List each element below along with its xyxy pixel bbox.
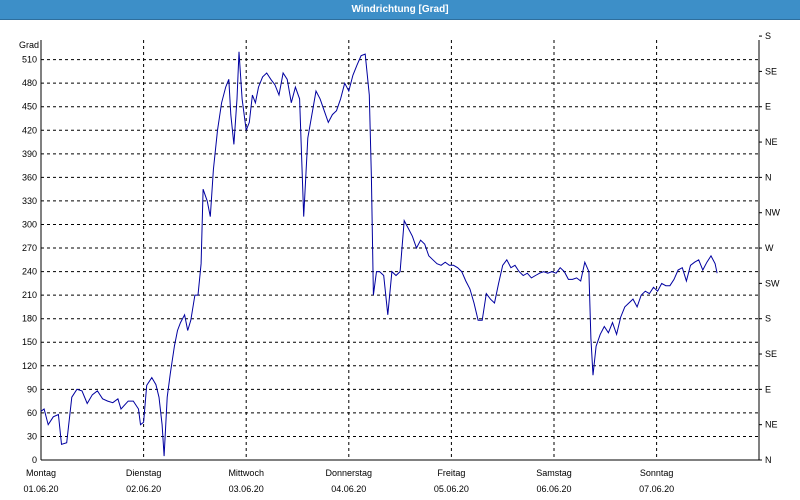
x-tick-date-label: 03.06.20 [229, 484, 264, 494]
compass-tick-label: S [765, 31, 771, 41]
y-tick-label: 90 [27, 384, 37, 394]
x-tick-date-label: 05.06.20 [434, 484, 469, 494]
y-tick-label: 0 [32, 455, 37, 465]
y-tick-label: 510 [22, 55, 37, 65]
compass-tick-label: E [765, 384, 771, 394]
y-tick-label: 330 [22, 196, 37, 206]
compass-tick-label: SE [765, 66, 777, 76]
y-tick-label: 30 [27, 431, 37, 441]
compass-tick-label: NE [765, 420, 778, 430]
compass-tick-label: E [765, 102, 771, 112]
chart-title: Windrichtung [Grad] [351, 4, 449, 15]
compass-tick-label: SE [765, 349, 777, 359]
series-layer [40, 51, 718, 457]
y-tick-label: 240 [22, 267, 37, 277]
x-tick-date-label: 01.06.20 [23, 484, 58, 494]
grid-layer [41, 40, 759, 460]
x-tick-day-label: Mittwoch [228, 468, 264, 478]
compass-tick-label: NW [765, 208, 780, 218]
x-tick-date-label: 07.06.20 [639, 484, 674, 494]
wind-direction-line [40, 51, 718, 457]
y-tick-label: 180 [22, 314, 37, 324]
x-tick-day-label: Freitag [437, 468, 465, 478]
y-tick-label: 60 [27, 408, 37, 418]
y-tick-label: 210 [22, 290, 37, 300]
compass-tick-label: W [765, 243, 774, 253]
compass-tick-label: NE [765, 137, 778, 147]
x-tick-day-label: Donnerstag [326, 468, 373, 478]
y-tick-label: 480 [22, 78, 37, 88]
x-tick-day-label: Sonntag [640, 468, 674, 478]
tick-labels-layer: 0 30 60 90 120 150 180 210 240 270 300 330 360 390 420… [19, 31, 781, 494]
y-tick-label: 300 [22, 219, 37, 229]
y-tick-label: 390 [22, 149, 37, 159]
x-tick-day-label: Montag [26, 468, 56, 478]
y-tick-label: 360 [22, 172, 37, 182]
compass-tick-label: N [765, 455, 772, 465]
x-tick-date-label: 02.06.20 [126, 484, 161, 494]
y-tick-label: 150 [22, 337, 37, 347]
y-tick-label: 270 [22, 243, 37, 253]
y-tick-label: 450 [22, 102, 37, 112]
chart-title-bar: Windrichtung [Grad] [0, 0, 800, 20]
compass-tick-label: S [765, 314, 771, 324]
y-tick-label: 120 [22, 361, 37, 371]
y-tick-label: 420 [22, 125, 37, 135]
axes-layer [40, 35, 762, 461]
x-tick-date-label: 06.06.20 [536, 484, 571, 494]
y-axis-label: Grad [19, 40, 39, 50]
x-tick-day-label: Samstag [536, 468, 572, 478]
compass-tick-label: N [765, 172, 772, 182]
x-tick-date-label: 04.06.20 [331, 484, 366, 494]
compass-tick-label: SW [765, 278, 780, 288]
x-tick-day-label: Dienstag [126, 468, 162, 478]
